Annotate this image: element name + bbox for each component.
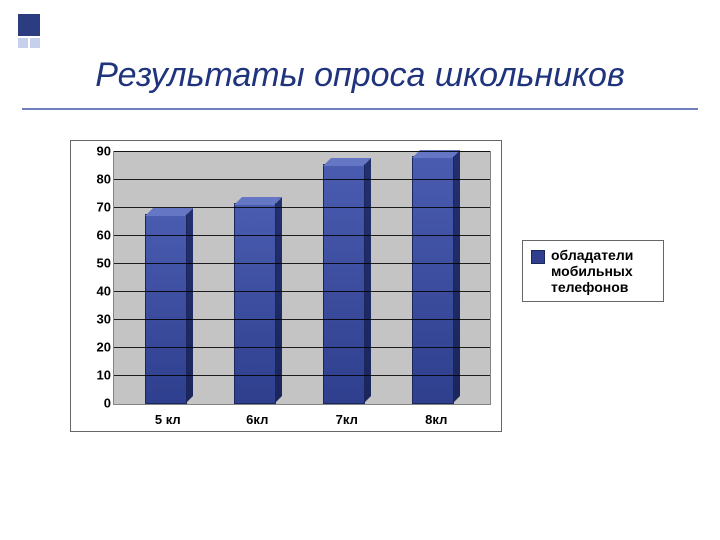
grid-line xyxy=(114,291,490,292)
y-tick-label: 50 xyxy=(71,256,111,271)
bar-front xyxy=(323,164,365,404)
bar-top xyxy=(323,158,371,166)
legend: обладатели мобильных телефонов xyxy=(522,240,664,302)
grid-line xyxy=(114,375,490,376)
grid-line xyxy=(114,263,490,264)
x-tick-label: 5 кл xyxy=(144,412,192,427)
x-tick-label: 6кл xyxy=(233,412,281,427)
bar-top xyxy=(234,197,282,205)
y-tick-label: 70 xyxy=(71,200,111,215)
grid-line xyxy=(114,319,490,320)
ornament-square-small xyxy=(18,38,28,48)
bars-container xyxy=(114,152,490,404)
y-tick-label: 20 xyxy=(71,340,111,355)
ornament-square-big xyxy=(18,14,40,36)
y-tick-label: 0 xyxy=(71,396,111,411)
bar-top xyxy=(145,208,193,216)
chart-area: 5 кл 6кл 7кл 8кл 0 10 20 30 40 50 60 70 80 90 облада… xyxy=(70,140,664,432)
grid-line xyxy=(114,179,490,180)
grid-line xyxy=(114,207,490,208)
y-tick-label: 40 xyxy=(71,284,111,299)
grid-line xyxy=(114,151,490,152)
page-title: Результаты опроса школьников xyxy=(40,56,680,95)
y-tick-label: 10 xyxy=(71,368,111,383)
legend-label: обладатели мобильных телефонов xyxy=(551,247,653,295)
bar-chart: 5 кл 6кл 7кл 8кл 0 10 20 30 40 50 60 70 80 90 xyxy=(70,140,502,432)
grid-line xyxy=(114,347,490,348)
legend-swatch xyxy=(531,250,545,264)
slide: Результаты опроса школьников 5 кл 6кл 7кл 8… xyxy=(0,0,720,540)
bar-front xyxy=(412,156,454,404)
grid-line xyxy=(114,235,490,236)
y-tick-label: 90 xyxy=(71,144,111,159)
bar xyxy=(412,158,460,404)
y-tick-label: 80 xyxy=(71,172,111,187)
corner-ornament xyxy=(18,14,40,48)
bar xyxy=(323,166,371,404)
title-underline xyxy=(22,108,698,110)
y-tick-label: 60 xyxy=(71,228,111,243)
x-tick-label: 7кл xyxy=(323,412,371,427)
plot-area xyxy=(113,151,491,405)
ornament-square-small xyxy=(30,38,40,48)
x-axis-labels: 5 кл 6кл 7кл 8кл xyxy=(113,412,491,427)
x-tick-label: 8кл xyxy=(412,412,460,427)
y-tick-label: 30 xyxy=(71,312,111,327)
bar-front xyxy=(234,203,276,404)
